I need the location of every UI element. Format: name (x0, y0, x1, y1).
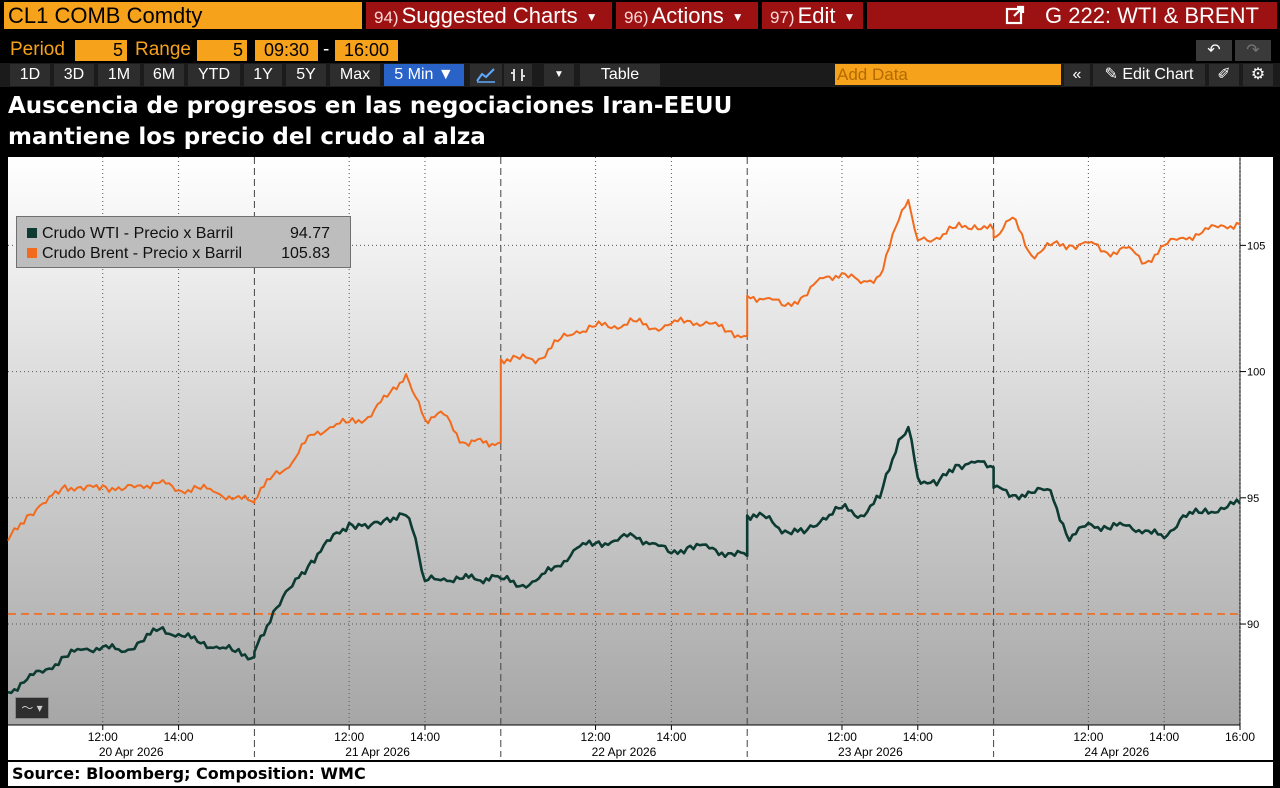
chevron-down-icon: ▼ (585, 9, 598, 24)
range-1m-button[interactable]: 1M (98, 64, 140, 86)
chart-title: Auscencia de progresos en las negociacio… (8, 91, 732, 153)
range-1y-button[interactable]: 1Y (244, 64, 282, 86)
y-axis-area (1240, 157, 1273, 725)
annotate-icon[interactable]: ✐ (1209, 64, 1239, 86)
legend-item-brent: Crudo Brent - Precio x Barril 105.83 (27, 244, 340, 264)
legend-value-wti: 94.77 (289, 225, 330, 242)
day-label: 22 Apr 2026 (592, 745, 657, 759)
chart-title-line1: Auscencia de progresos en las negociacio… (8, 93, 733, 119)
y-tick-label: 105 (1247, 240, 1265, 252)
bar-chart-icon[interactable] (504, 64, 532, 86)
x-axis-area (8, 725, 1273, 760)
x-tick-label: 12:00 (581, 730, 611, 744)
day-labels: 20 Apr 2026 21 Apr 2026 22 Apr 2026 23 Apr … (99, 745, 1150, 759)
interval-dropdown[interactable]: 5 Min ▼ (384, 64, 464, 86)
x-tick-label: 14:00 (903, 730, 933, 744)
range-6m-button[interactable]: 6M (144, 64, 184, 86)
actions-menu[interactable]: 96) Actions ▼ (616, 2, 758, 29)
menu-number: 94) (374, 8, 399, 27)
legend-label-brent: Crudo Brent - Precio x Barril (42, 245, 243, 262)
range-label: Range (135, 39, 191, 60)
time-from-field[interactable]: 09:30 (255, 40, 318, 61)
edit-chart-label: Edit Chart (1122, 66, 1194, 83)
period-row: Period 5 Range 5 09:30 - 16:00 ↶ ↷ (0, 37, 1280, 63)
range-1d-button[interactable]: 1D (10, 64, 50, 86)
legend-label-wti: Crudo WTI - Precio x Barril (42, 225, 234, 242)
period-label: Period (10, 39, 65, 60)
day-label: 21 Apr 2026 (345, 745, 410, 759)
day-label: 24 Apr 2026 (1084, 745, 1149, 759)
day-label: 23 Apr 2026 (838, 745, 903, 759)
edit-menu[interactable]: 97) Edit ▼ (762, 2, 863, 29)
chart-title-line2: mantiene los precio del crudo al alza (8, 124, 486, 150)
wti-swatch (27, 228, 37, 238)
chart-options-icon[interactable]: 〜 ▾ (15, 697, 49, 719)
wti-line (7, 425, 1241, 695)
source-note: Source: Bloomberg; Composition: WMC (8, 762, 1273, 786)
security-field[interactable]: CL1 COMB Comdty (4, 2, 362, 29)
collapse-icon[interactable]: « (1064, 64, 1090, 86)
y-tick-label: 90 (1247, 619, 1259, 631)
range-5y-button[interactable]: 5Y (286, 64, 326, 86)
range-max-button[interactable]: Max (330, 64, 380, 86)
series-lines (7, 198, 1241, 695)
add-data-input[interactable]: Add Data (835, 64, 1061, 85)
chart-type-dropdown-icon[interactable]: ▼ (544, 64, 574, 86)
edit-chart-button[interactable]: ✎ Edit Chart (1093, 64, 1205, 86)
range-3d-button[interactable]: 3D (54, 64, 94, 86)
range-ytd-button[interactable]: YTD (188, 64, 240, 86)
x-tick-label: 12:00 (827, 730, 857, 744)
toolbar: 1D 3D 1M 6M YTD 1Y 5Y Max 5 Min ▼ ▼ Tabl… (0, 63, 1280, 87)
x-tick-label: 12:00 (88, 730, 118, 744)
menu-label: Suggested Charts (401, 3, 578, 28)
y-tick-label: 100 (1247, 367, 1265, 379)
chart-id: G 222: WTI & BRENT (1045, 3, 1259, 28)
x-tick-label: 12:00 (334, 730, 364, 744)
x-tick-label: 16:00 (1225, 730, 1255, 744)
x-tick-label: 12:00 (1073, 730, 1103, 744)
grid (8, 157, 1241, 725)
suggested-charts-menu[interactable]: 94) Suggested Charts ▼ (366, 2, 612, 29)
menu-label: Actions (651, 3, 724, 28)
time-separator: - (323, 39, 330, 60)
y-axis-ticks: 90 95 100 105 (1240, 240, 1265, 631)
day-label: 20 Apr 2026 (99, 745, 164, 759)
legend-item-wti: Crudo WTI - Precio x Barril 94.77 (27, 224, 340, 244)
brent-line (7, 198, 1241, 542)
x-tick-label: 14:00 (410, 730, 440, 744)
menu-number: 96) (624, 8, 649, 27)
y-tick-label: 95 (1247, 493, 1259, 505)
time-to-field[interactable]: 16:00 (335, 40, 398, 61)
chart-id-bar: G 222: WTI & BRENT (867, 2, 1277, 29)
period-field[interactable]: 5 (75, 40, 127, 61)
legend-value-brent: 105.83 (281, 245, 330, 262)
redo-icon[interactable]: ↷ (1235, 40, 1271, 61)
top-bar: CL1 COMB Comdty 94) Suggested Charts ▼ 96)… (0, 0, 1280, 33)
x-axis-ticks: 12:00 14:00 12:00 14:00 12:00 14:00 12:00 14:00… (88, 725, 1255, 744)
line-chart-icon[interactable] (470, 64, 502, 86)
price-chart[interactable]: 90 95 100 105 12:00 14:00 12:00 14:00 12:00 14:0… (0, 156, 1280, 760)
brent-swatch (27, 248, 37, 258)
legend[interactable]: Crudo WTI - Precio x Barril 94.77 Crudo … (16, 216, 351, 268)
chevron-down-icon: ▼ (731, 9, 744, 24)
x-tick-label: 14:00 (164, 730, 194, 744)
range-field[interactable]: 5 (197, 40, 247, 61)
x-tick-label: 14:00 (656, 730, 686, 744)
pencil-icon: ✎ (1104, 66, 1118, 83)
popout-icon[interactable] (1005, 5, 1025, 25)
menu-label: Edit (797, 3, 836, 28)
table-button[interactable]: Table (580, 64, 660, 86)
undo-icon[interactable]: ↶ (1196, 40, 1232, 61)
menu-number: 97) (770, 8, 795, 27)
chevron-down-icon: ▼ (843, 9, 856, 24)
x-tick-label: 14:00 (1149, 730, 1179, 744)
gear-icon[interactable]: ⚙ (1243, 64, 1273, 86)
